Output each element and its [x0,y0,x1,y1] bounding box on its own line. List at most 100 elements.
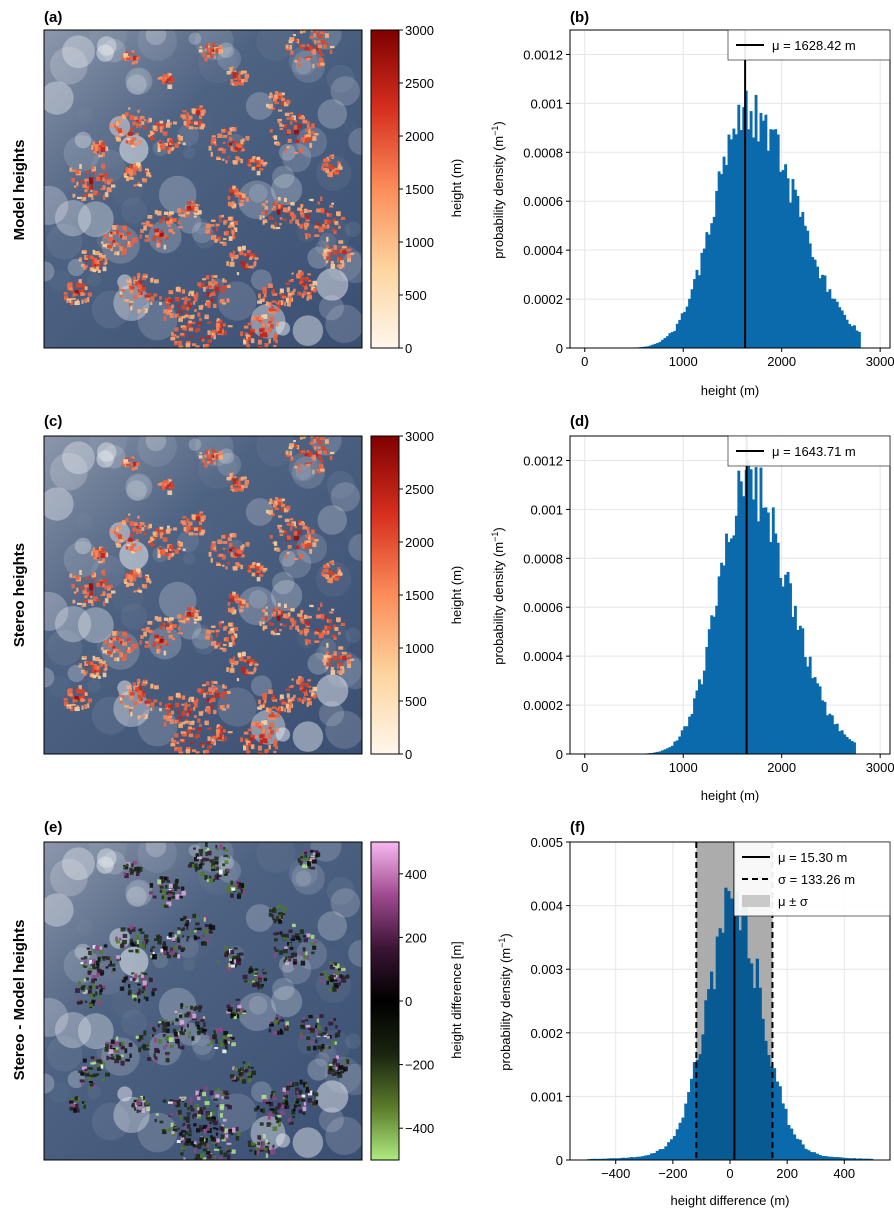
cloud-puff [177,936,199,959]
histogram-bar [769,129,773,348]
cloud-pixel [109,1044,113,1050]
cloud-puff [288,46,318,76]
cloud-pixel [282,702,287,705]
cloud-pixel [331,634,336,637]
legend: μ = 1643.71 m [727,435,891,467]
cloud-pixel [197,312,201,317]
cloud-pixel [162,75,165,81]
cloud-pixel [138,546,142,551]
cloud-pixel [327,1069,332,1075]
cloud-pixel [76,577,80,580]
cloud-pixel [179,722,183,725]
cloud-pixel [76,181,79,186]
cloud-pixel [114,251,117,256]
cloud-pixel [230,146,234,152]
cloud-pixel [233,487,239,492]
map-texture [44,842,362,1160]
cloud-pixel [79,1079,85,1083]
cloud-pixel [158,883,163,887]
cloud-pixel [223,854,228,857]
cloud-pixel [125,573,129,578]
cloud-pixel [189,931,193,935]
cloud-pixel [223,637,227,642]
cloud-puff [96,44,114,62]
cloud-pixel [82,590,87,594]
cloud-pixel [225,1137,229,1141]
cloud-pixel [100,1078,105,1082]
cloud-pixel [145,234,149,238]
cloud-pixel [68,282,73,288]
cloud-pixel [228,963,231,965]
cloud-puff [217,281,257,321]
cloud-pixel [101,152,105,157]
cloud-pixel [168,122,173,125]
cloud-pixel [184,923,189,927]
histogram-bar [673,330,677,348]
cloud-pixel [320,40,326,45]
cloud-pixel [288,40,293,44]
cloud-pixel [174,934,177,939]
ylabel-f-close: ) [498,933,513,937]
cloud-pixel [170,76,174,82]
cloud-pixel [237,1068,242,1073]
cloud-pixel [244,74,250,79]
cloud-pixel [104,598,109,604]
cloud-pixel [301,1098,304,1102]
cloud-pixel [227,731,233,734]
cloud-pixel [268,708,271,713]
cloud-pixel [226,704,230,709]
cloud-pixel [89,255,94,259]
cloud-pixel [271,513,276,516]
cloud-pixel [216,848,219,851]
cloud-pixel [259,739,263,745]
cloud-pixel [241,669,246,673]
cloud-pixel [74,290,79,294]
y-tick-label: 0.0004 [523,243,563,258]
cloud-pixel [237,246,242,252]
cloud-pixel [215,330,219,333]
histogram-bar [687,1092,691,1160]
cloud-pixel [118,526,121,529]
cloud-pixel [172,231,176,235]
cloud-pixel [122,520,127,526]
cloud-pixel [273,742,278,747]
cloud-pixel [293,961,297,965]
cloud-pixel [273,336,278,341]
cloud-pixel [109,529,114,534]
cloud-pixel [298,63,303,67]
cloud-pixel [254,968,259,971]
cloud-puff [345,1033,361,1049]
cloud-pixel [130,305,133,311]
cloud-pixel [334,168,338,171]
histogram-bar [715,190,719,348]
cloud-pixel [135,280,141,286]
cloud-pixel [278,515,283,518]
cloud-pixel [218,147,224,151]
cloud-pixel [166,880,171,883]
cloud-pixel [295,219,299,224]
cloud-pixel [83,599,89,603]
histogram-bar [821,700,824,754]
cloud-pixel [304,851,308,855]
cloud-pixel [124,299,129,302]
cloud-pixel [168,73,172,76]
cloud-pixel [157,548,161,554]
cloud-pixel [112,648,118,651]
cloud-pixel [99,988,103,993]
cloud-pixel [205,1116,211,1120]
cloud-pixel [239,1008,244,1013]
histogram-bar [690,1078,694,1160]
cloud-pixel [332,1060,337,1063]
cloud-pixel [315,1022,318,1025]
cloud-pixel [150,948,153,952]
cloud-pixel [90,184,93,190]
cloud-pixel [211,541,216,544]
cloud-pixel [83,193,89,197]
cloud-pixel [232,591,235,596]
cloud-pixel [208,453,213,458]
cloud-pixel [229,473,233,478]
cloud-puff [49,46,88,85]
cloud-pixel [214,856,219,861]
cloud-pixel [323,450,327,455]
cloud-pixel [233,81,239,86]
